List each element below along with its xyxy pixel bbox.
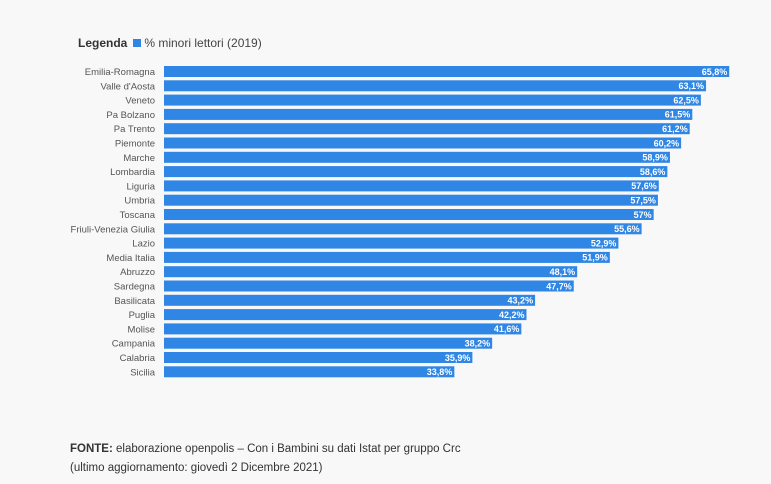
category-label: Valle d'Aosta: [101, 81, 156, 92]
source-text: elaborazione openpolis – Con i Bambini s…: [112, 443, 461, 455]
bar: [164, 294, 536, 306]
category-label: Friuli-Venezia Giulia: [71, 224, 156, 235]
value-label: 52,9%: [591, 238, 617, 248]
value-label: 33,8%: [427, 367, 453, 377]
value-label: 57%: [634, 210, 652, 220]
value-label: 58,9%: [642, 153, 668, 163]
bar: [164, 66, 730, 77]
category-label: Umbria: [124, 196, 155, 207]
bar: [164, 194, 658, 206]
category-label: Pa Trento: [114, 124, 155, 135]
value-label: 48,1%: [550, 267, 576, 277]
bar: [164, 366, 455, 378]
value-label: 41,6%: [494, 324, 520, 334]
bar: [164, 323, 522, 335]
value-label: 55,6%: [614, 224, 640, 234]
category-label: Sardegna: [114, 282, 156, 293]
bar: [164, 137, 682, 149]
value-label: 43,2%: [508, 296, 534, 306]
category-label: Lazio: [132, 239, 155, 250]
bar: [164, 180, 659, 192]
value-label: 57,5%: [630, 196, 656, 206]
legend-swatch: [133, 39, 142, 47]
value-label: 58,6%: [640, 167, 666, 177]
legend-title: Legenda: [78, 36, 128, 50]
category-label: Lombardia: [110, 167, 156, 178]
value-label: 57,6%: [631, 181, 657, 191]
category-label: Basilicata: [114, 296, 155, 307]
value-label: 61,2%: [662, 124, 688, 134]
source-line: FONTE: elaborazione openpolis – Con i Ba…: [70, 440, 461, 459]
bar: [164, 337, 493, 349]
value-label: 62,5%: [673, 95, 699, 105]
footer: FONTE: elaborazione openpolis – Con i Ba…: [70, 440, 461, 478]
value-label: 65,8%: [702, 67, 728, 77]
bar: [164, 251, 610, 263]
value-label: 42,2%: [499, 310, 525, 320]
source-label: FONTE:: [70, 443, 113, 455]
category-label: Media Italia: [106, 253, 155, 264]
legend-series-label: % minori lettori (2019): [144, 36, 262, 50]
bar: [164, 223, 642, 235]
value-label: 38,2%: [465, 339, 491, 349]
bar: [164, 151, 670, 163]
bar: [164, 123, 690, 135]
value-label: 61,5%: [665, 110, 691, 120]
update-line: (ultimo aggiornamento: giovedì 2 Dicembr…: [70, 462, 323, 474]
category-label: Sicilia: [130, 367, 156, 378]
category-label: Piemonte: [115, 139, 155, 150]
value-label: 51,9%: [582, 253, 608, 263]
bar: [164, 266, 578, 278]
bar: [164, 309, 527, 321]
category-label: Liguria: [126, 181, 155, 192]
bar: [164, 80, 707, 92]
category-label: Calabria: [120, 353, 156, 364]
category-label: Emilia-Romagna: [85, 67, 156, 78]
category-label: Abruzzo: [120, 267, 155, 278]
bar: [164, 166, 668, 178]
category-label: Puglia: [129, 310, 156, 321]
category-label: Veneto: [125, 96, 155, 107]
value-label: 60,2%: [654, 138, 680, 148]
category-label: Marche: [123, 153, 155, 164]
category-label: Campania: [112, 339, 156, 350]
value-label: 47,7%: [546, 281, 572, 291]
bar: [164, 108, 693, 120]
category-label: Molise: [128, 324, 155, 335]
bar: [164, 94, 701, 106]
value-label: 35,9%: [445, 353, 471, 363]
value-label: 63,1%: [678, 81, 704, 91]
bar: [164, 209, 654, 220]
bar: [164, 352, 473, 363]
legend: Legenda % minori lettori (2019): [78, 36, 262, 50]
category-label: Toscana: [120, 210, 156, 221]
category-label: Pa Bolzano: [106, 110, 155, 121]
bar: [164, 237, 619, 249]
bar: [164, 280, 574, 292]
